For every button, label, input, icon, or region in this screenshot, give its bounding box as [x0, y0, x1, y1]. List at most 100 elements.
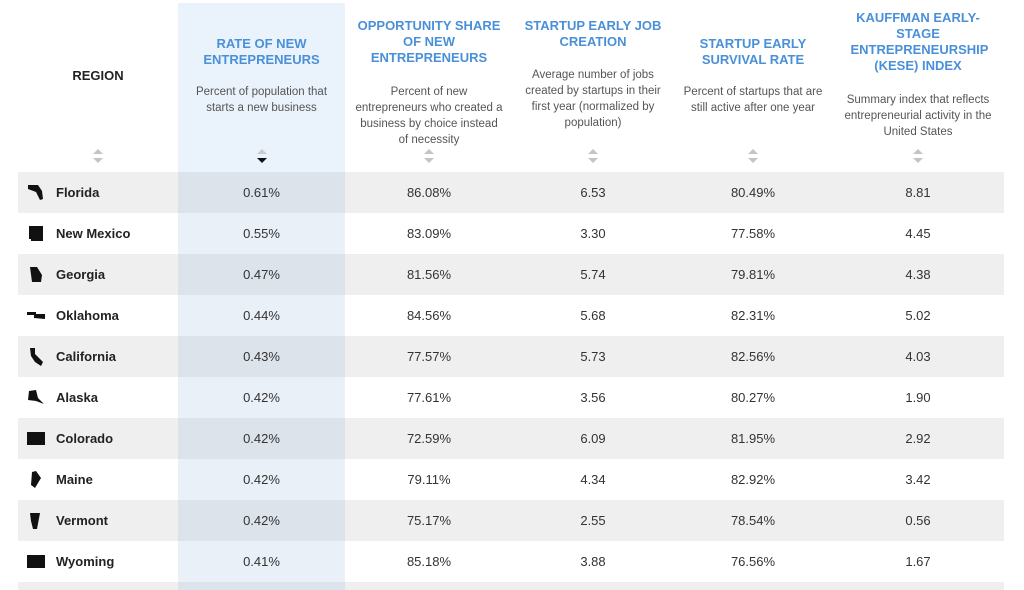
region-name: Colorado [56, 431, 114, 446]
table-cell: 81.56% [406, 267, 452, 282]
table-cell: 82.56% [730, 349, 776, 364]
sort-arrow[interactable] [92, 148, 104, 164]
column-title: KAUFFMAN EARLY-STAGE ENTREPRENEURSHIP (K… [850, 10, 989, 73]
table-row: Oklahoma 0.44% 84.56% 5.68 82.31% 5.02 [18, 295, 1004, 336]
table-row: Maine 0.42% 79.11% 4.34 82.92% 3.42 [18, 459, 1004, 500]
table-cell: 8.81 [905, 185, 931, 200]
column-description: Summary index that reflects entrepreneur… [844, 94, 992, 138]
table-cell: 82.92% [730, 472, 776, 487]
table-row: California 0.43% 77.57% 5.73 82.56% 4.03 [18, 336, 1004, 377]
state-icon [27, 312, 45, 319]
table-cell: 77.57% [406, 349, 452, 364]
region-header[interactable]: REGION [72, 68, 124, 83]
table-cell: 81.95% [730, 431, 776, 446]
state-icon [30, 513, 40, 529]
table-cell: 72.59% [406, 431, 452, 446]
table-cell: 0.44% [178, 295, 345, 336]
column-title: OPPORTUNITY SHARE OF NEW ENTREPRENEURS [357, 18, 501, 65]
column-header[interactable]: KAUFFMAN EARLY-STAGE ENTREPRENEURSHIP (K… [833, 0, 1003, 170]
column-header[interactable]: RATE OF NEW ENTREPRENEURS Percent of popu… [178, 0, 345, 170]
state-icon [27, 432, 45, 445]
sort-arrow[interactable] [747, 148, 759, 164]
table-cell: 4.38 [905, 267, 931, 282]
table-cell: 79.11% [407, 472, 451, 487]
region-name: Florida [56, 185, 100, 200]
column-description: Percent of new entrepreneurs who created… [355, 86, 503, 146]
table-cell: 6.53 [580, 185, 606, 200]
state-icon [28, 390, 44, 404]
table-cell: 80.49% [730, 185, 776, 200]
sort-arrow[interactable] [423, 148, 435, 164]
highlight-strip [178, 582, 345, 590]
column-description: Percent of population that starts a new … [195, 86, 328, 114]
table-cell: 75.17% [406, 513, 452, 528]
table-cell: 85.18% [406, 554, 452, 569]
column-title: RATE OF NEW ENTREPRENEURS [203, 36, 320, 67]
sort-arrow[interactable] [912, 148, 924, 164]
region-name: Oklahoma [56, 308, 119, 323]
column-title: STARTUP EARLY JOB CREATION [524, 18, 662, 49]
table-cell: 1.67 [905, 554, 931, 569]
table-row: New Mexico 0.55% 83.09% 3.30 77.58% 4.45 [18, 213, 1004, 254]
table-cell: 5.73 [580, 349, 606, 364]
table-cell: 5.02 [905, 308, 931, 323]
table-cell: 3.88 [580, 554, 606, 569]
state-icon [31, 471, 41, 488]
table-cell: 78.54% [730, 513, 776, 528]
table-cell: 77.58% [730, 226, 776, 241]
table-cell: 0.42% [178, 500, 345, 541]
table-cell: 3.42 [905, 472, 931, 487]
table-cell: 3.56 [580, 390, 606, 405]
table-row: Vermont 0.42% 75.17% 2.55 78.54% 0.56 [18, 500, 1004, 541]
region-name: Maine [56, 472, 93, 487]
table-cell: 1.90 [905, 390, 931, 405]
table-cell: 0.42% [178, 459, 345, 500]
table-cell: 0.55% [178, 213, 345, 254]
table-cell: 2.55 [580, 513, 606, 528]
table-row: Florida 0.61% 86.08% 6.53 80.49% 8.81 [18, 172, 1004, 213]
table-cell: 0.41% [178, 541, 345, 582]
column-description: Percent of startups that are still activ… [683, 86, 823, 114]
state-icon [30, 267, 42, 282]
table-cell: 0.47% [178, 254, 345, 295]
state-icon [29, 226, 43, 241]
region-name: New Mexico [56, 226, 131, 241]
table-cell: 4.03 [905, 349, 931, 364]
table-cell: 80.27% [730, 390, 776, 405]
table-cell: 76.56% [730, 554, 776, 569]
region-name: Georgia [56, 267, 106, 282]
state-icon [27, 555, 45, 568]
table-row-partial [18, 582, 1004, 590]
region-name: Alaska [56, 390, 98, 405]
table-cell: 77.61% [406, 390, 452, 405]
table-cell: 2.92 [905, 431, 931, 446]
region-name: Wyoming [56, 554, 115, 569]
table-cell: 0.56 [905, 513, 931, 528]
table-cell: 3.30 [580, 226, 606, 241]
table-cell: 0.43% [178, 336, 345, 377]
sorted-column-highlight [178, 3, 345, 173]
column-header[interactable]: STARTUP EARLY SURVIVAL RATE Percent of st… [673, 0, 833, 170]
sort-arrow[interactable] [256, 148, 268, 164]
table-row: Colorado 0.42% 72.59% 6.09 81.95% 2.92 [18, 418, 1004, 459]
table-cell: 4.45 [905, 226, 931, 241]
table-cell: 4.34 [580, 472, 606, 487]
state-icon [28, 185, 43, 200]
column-description: Average number of jobs created by startu… [525, 69, 661, 129]
table-cell: 82.31% [730, 308, 776, 323]
column-title: STARTUP EARLY SURVIVAL RATE [699, 36, 807, 67]
table-cell: 84.56% [406, 308, 452, 323]
column-header[interactable]: STARTUP EARLY JOB CREATION Average number… [513, 0, 673, 170]
table-cell: 86.08% [406, 185, 452, 200]
region-name: California [56, 349, 116, 364]
table-cell: 83.09% [406, 226, 452, 241]
column-header[interactable]: OPPORTUNITY SHARE OF NEW ENTREPRENEURS Pe… [345, 0, 513, 170]
table-cell: 79.81% [730, 267, 776, 282]
table-cell: 0.42% [178, 377, 345, 418]
table-cell: 5.68 [580, 308, 606, 323]
table-row: Georgia 0.47% 81.56% 5.74 79.81% 4.38 [18, 254, 1004, 295]
sort-arrow[interactable] [587, 148, 599, 164]
table-row: Wyoming 0.41% 85.18% 3.88 76.56% 1.67 [18, 541, 1004, 582]
table-cell: 5.74 [580, 267, 606, 282]
